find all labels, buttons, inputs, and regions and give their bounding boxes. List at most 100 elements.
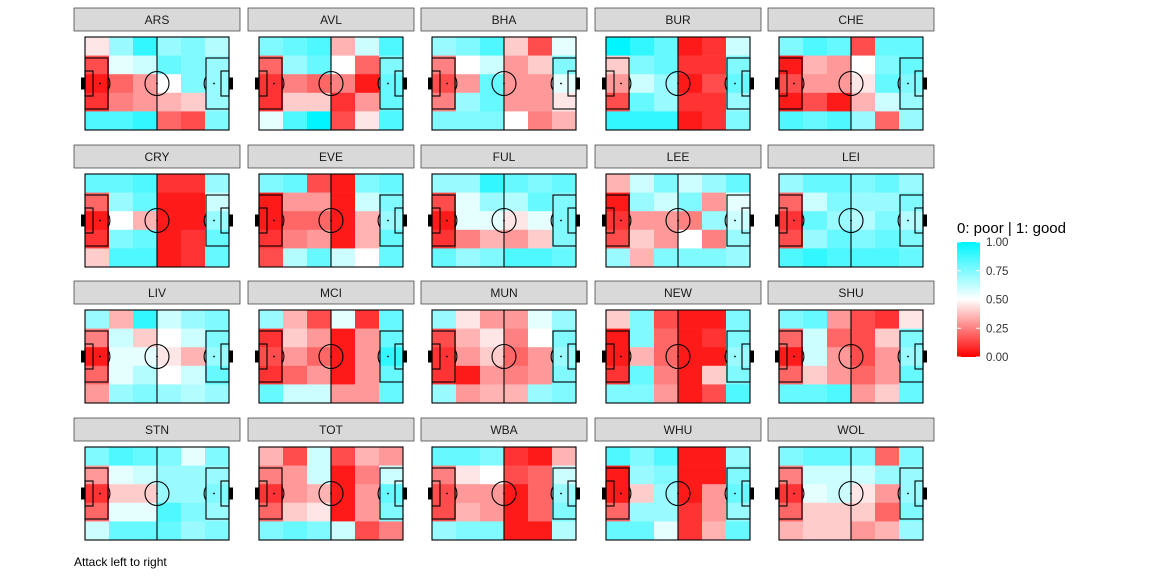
goal-left [428, 77, 432, 90]
goal-left [81, 214, 85, 227]
heatmap-cell [379, 447, 404, 466]
heatmap-cell [85, 521, 110, 541]
centre-circle [838, 70, 864, 97]
penalty-arc-right [897, 213, 901, 228]
heatmap-cell [432, 92, 457, 112]
heatmap-cell [133, 447, 158, 466]
heatmap-cell [678, 111, 703, 131]
heatmap-cell [283, 465, 308, 485]
heatmap-cell [157, 111, 182, 131]
penalty-arc-left [628, 486, 632, 501]
centre-circle [144, 207, 170, 234]
centre-circle [491, 70, 517, 97]
penalty-arc-left [454, 76, 458, 91]
heatmap-cell [432, 174, 457, 193]
heatmap-cell [606, 465, 631, 485]
heatmap-cell [654, 229, 679, 249]
heatmap-cell [702, 111, 727, 131]
centre-circle [665, 343, 691, 370]
goal-right [576, 77, 580, 90]
heatmap-cell [205, 211, 230, 231]
heatmap-cell [181, 310, 206, 329]
facet-strip [247, 144, 415, 169]
heatmap-cell [480, 55, 505, 75]
heatmap-cell [630, 229, 655, 249]
heatmap-cell [827, 521, 852, 541]
heatmap-cell [552, 111, 577, 131]
centre-spot [503, 492, 505, 495]
heatmap-cell [899, 192, 924, 212]
heatmap-cell [803, 447, 828, 466]
centre-circle [665, 207, 691, 234]
goal-left [602, 77, 606, 90]
heatmap-cell [779, 248, 804, 268]
heatmap-cell [109, 484, 134, 504]
heatmap-cell [899, 447, 924, 466]
penalty-arc-left [801, 76, 805, 91]
heatmap-cell [875, 310, 900, 329]
centre-circle [665, 70, 691, 97]
heatmap-cell [552, 92, 577, 112]
heatmap-cell [606, 521, 631, 541]
heatmap-cell [456, 37, 481, 56]
heatmap-cell [283, 502, 308, 522]
goal-right [229, 487, 233, 500]
facet-strip-label: FUL [493, 150, 516, 164]
heatmap-cell [606, 55, 631, 75]
heatmap-cell [654, 55, 679, 75]
heatmap-cell [504, 365, 529, 385]
centre-spot [677, 355, 679, 358]
heatmap-cell [331, 502, 356, 522]
penalty-spot-left [446, 82, 448, 85]
heatmap-cell [528, 310, 553, 329]
centre-circle [838, 207, 864, 234]
heatmap-cell [899, 174, 924, 193]
centre-spot [503, 355, 505, 358]
heatmap-cell [109, 248, 134, 268]
penalty-arc-right [897, 349, 901, 364]
heatmap-cell [702, 55, 727, 75]
heatmap-cell [552, 248, 577, 268]
goal-left [255, 350, 259, 363]
heatmap-cell [528, 502, 553, 522]
heatmap-cell [259, 465, 284, 485]
heatmap-cell [205, 55, 230, 75]
heatmap-cell [109, 347, 134, 367]
heatmap-cell [283, 447, 308, 466]
facet-strip [73, 144, 241, 169]
heatmap-cell [480, 174, 505, 193]
penalty-arc-left [628, 213, 632, 228]
heatmap-cell [456, 347, 481, 367]
heatmap-cell [283, 521, 308, 541]
heatmap-cell [307, 465, 332, 485]
penalty-arc-right [203, 486, 207, 501]
heatmap-cell [432, 192, 457, 212]
heatmap-cell [630, 211, 655, 231]
facet-strip-label: STN [145, 423, 169, 437]
centre-circle [144, 480, 170, 507]
heatmap-cell [259, 248, 284, 268]
goal-right [750, 487, 754, 500]
penalty-arc-right [203, 349, 207, 364]
heatmap-cell [875, 74, 900, 94]
heatmap-cell [702, 365, 727, 385]
heatmap-cell [379, 502, 404, 522]
penalty-arc-left [107, 76, 111, 91]
heatmap-cell [109, 111, 134, 131]
heatmap-cell [606, 211, 631, 231]
heatmap-cell [456, 384, 481, 404]
heatmap-cell [379, 211, 404, 231]
penalty-spot-left [99, 492, 101, 495]
heatmap-cell [157, 328, 182, 348]
heatmap-cell [205, 347, 230, 367]
heatmap-cell [875, 502, 900, 522]
heatmap-cell [654, 465, 679, 485]
heatmap-cell [109, 192, 134, 212]
panel-wba: WBA [420, 417, 588, 541]
heatmap-cell [528, 192, 553, 212]
heatmap-cell [899, 521, 924, 541]
heatmap-cell [552, 174, 577, 193]
heatmap-cell [678, 328, 703, 348]
heatmap-cell [803, 465, 828, 485]
goal-left [775, 350, 779, 363]
